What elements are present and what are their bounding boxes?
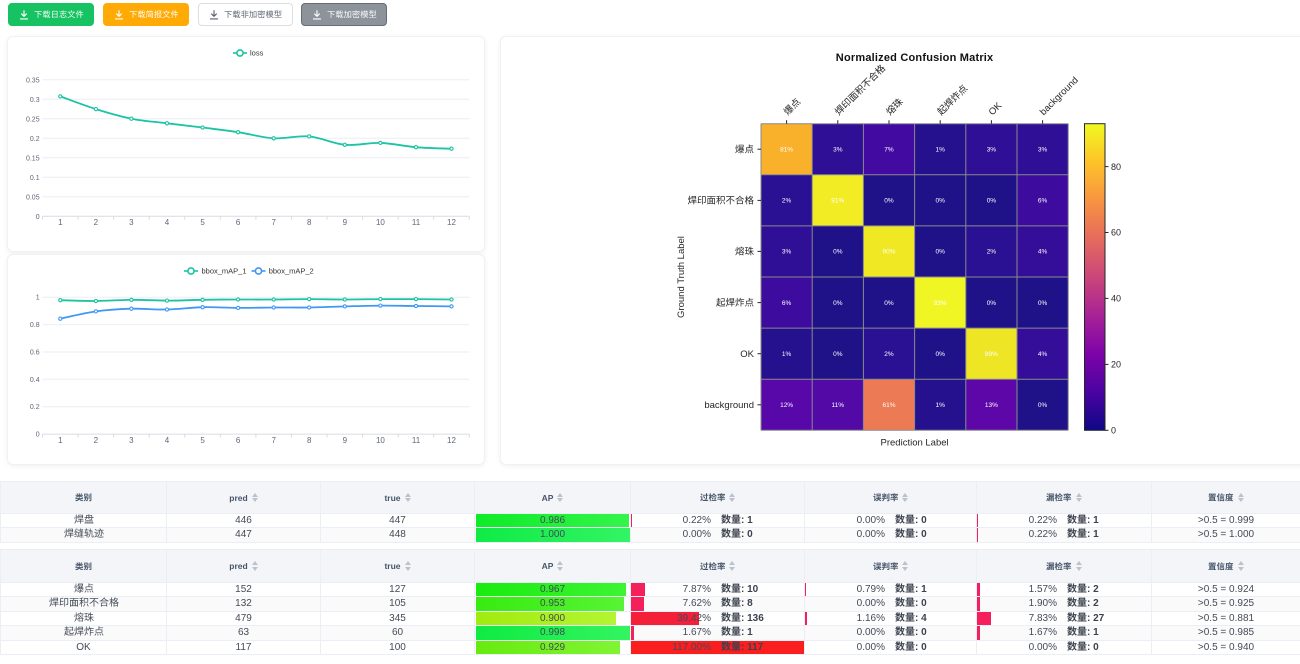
- svg-text:2%: 2%: [987, 249, 997, 256]
- svg-text:2: 2: [94, 218, 99, 227]
- svg-text:background: background: [1038, 75, 1081, 118]
- svg-text:61%: 61%: [882, 402, 895, 409]
- svg-text:10: 10: [376, 218, 385, 227]
- svg-text:5: 5: [200, 218, 205, 227]
- svg-text:OK: OK: [740, 349, 754, 360]
- svg-text:93%: 93%: [934, 300, 947, 307]
- svg-text:4%: 4%: [1038, 351, 1048, 358]
- svg-text:0: 0: [1111, 426, 1116, 436]
- svg-text:bbox_mAP_2: bbox_mAP_2: [269, 267, 314, 276]
- svg-text:0%: 0%: [1038, 300, 1048, 307]
- svg-text:4%: 4%: [1038, 249, 1048, 256]
- svg-text:7: 7: [271, 436, 276, 445]
- svg-text:11: 11: [412, 218, 421, 227]
- svg-text:11%: 11%: [832, 402, 845, 409]
- svg-text:0%: 0%: [935, 198, 945, 205]
- svg-text:0%: 0%: [884, 300, 894, 307]
- svg-text:3%: 3%: [1038, 147, 1048, 154]
- svg-text:0.6: 0.6: [30, 350, 40, 357]
- svg-text:2%: 2%: [884, 351, 894, 358]
- svg-text:40: 40: [1111, 294, 1121, 304]
- svg-text:80: 80: [1111, 162, 1121, 172]
- svg-text:0%: 0%: [935, 249, 945, 256]
- svg-text:12: 12: [447, 218, 456, 227]
- svg-text:OK: OK: [987, 100, 1005, 118]
- svg-text:0.35: 0.35: [26, 77, 40, 84]
- svg-text:0.25: 0.25: [26, 116, 40, 123]
- svg-text:2%: 2%: [782, 198, 792, 205]
- svg-text:9: 9: [343, 218, 348, 227]
- svg-text:20: 20: [1111, 360, 1121, 370]
- svg-text:8: 8: [307, 218, 312, 227]
- svg-text:7%: 7%: [884, 147, 894, 154]
- svg-text:10: 10: [376, 436, 385, 445]
- svg-text:1: 1: [58, 218, 63, 227]
- svg-text:4: 4: [165, 218, 170, 227]
- svg-text:0.15: 0.15: [26, 155, 40, 162]
- svg-text:3: 3: [129, 436, 134, 445]
- svg-text:7: 7: [271, 218, 276, 227]
- svg-text:2: 2: [94, 436, 99, 445]
- svg-text:1%: 1%: [935, 402, 945, 409]
- svg-text:91%: 91%: [831, 198, 844, 205]
- svg-text:6: 6: [236, 218, 241, 227]
- svg-text:1%: 1%: [935, 147, 945, 154]
- svg-text:0.8: 0.8: [30, 322, 40, 329]
- svg-text:0%: 0%: [987, 198, 997, 205]
- svg-text:6: 6: [236, 436, 241, 445]
- svg-text:6%: 6%: [782, 300, 792, 307]
- svg-text:bbox_mAP_1: bbox_mAP_1: [202, 267, 247, 276]
- svg-text:0.2: 0.2: [30, 136, 40, 143]
- svg-text:Normalized Confusion Matrix: Normalized Confusion Matrix: [836, 52, 994, 64]
- svg-text:8: 8: [307, 436, 312, 445]
- svg-text:1: 1: [36, 295, 40, 302]
- svg-text:Ground Truth Label: Ground Truth Label: [676, 236, 687, 318]
- svg-text:81%: 81%: [780, 147, 793, 154]
- svg-text:loss: loss: [250, 49, 264, 58]
- svg-text:background: background: [704, 400, 754, 411]
- svg-text:0: 0: [36, 214, 40, 221]
- svg-text:0: 0: [36, 432, 40, 439]
- svg-text:89%: 89%: [985, 351, 998, 358]
- svg-text:1%: 1%: [782, 351, 792, 358]
- svg-text:0%: 0%: [833, 249, 843, 256]
- svg-text:3%: 3%: [833, 147, 843, 154]
- svg-text:3%: 3%: [987, 147, 997, 154]
- svg-text:0.4: 0.4: [30, 377, 40, 384]
- svg-text:0.1: 0.1: [30, 175, 40, 182]
- svg-text:12: 12: [447, 436, 456, 445]
- svg-text:60: 60: [1111, 228, 1121, 238]
- svg-text:0%: 0%: [935, 351, 945, 358]
- svg-text:4: 4: [165, 436, 170, 445]
- svg-text:12%: 12%: [780, 402, 793, 409]
- svg-text:90%: 90%: [882, 249, 895, 256]
- svg-text:1: 1: [58, 436, 63, 445]
- svg-text:0%: 0%: [884, 198, 894, 205]
- svg-text:0%: 0%: [833, 351, 843, 358]
- svg-text:11: 11: [412, 436, 421, 445]
- svg-text:3%: 3%: [782, 249, 792, 256]
- svg-text:13%: 13%: [985, 402, 998, 409]
- svg-text:0.2: 0.2: [30, 404, 40, 411]
- svg-text:0%: 0%: [833, 300, 843, 307]
- svg-text:0%: 0%: [987, 300, 997, 307]
- svg-text:0.3: 0.3: [30, 97, 40, 104]
- svg-text:6%: 6%: [1038, 198, 1048, 205]
- svg-text:0.05: 0.05: [26, 194, 40, 201]
- svg-text:9: 9: [343, 436, 348, 445]
- svg-text:5: 5: [200, 436, 205, 445]
- svg-text:3: 3: [129, 218, 134, 227]
- svg-text:0%: 0%: [1038, 402, 1048, 409]
- svg-text:Prediction Label: Prediction Label: [881, 437, 949, 448]
